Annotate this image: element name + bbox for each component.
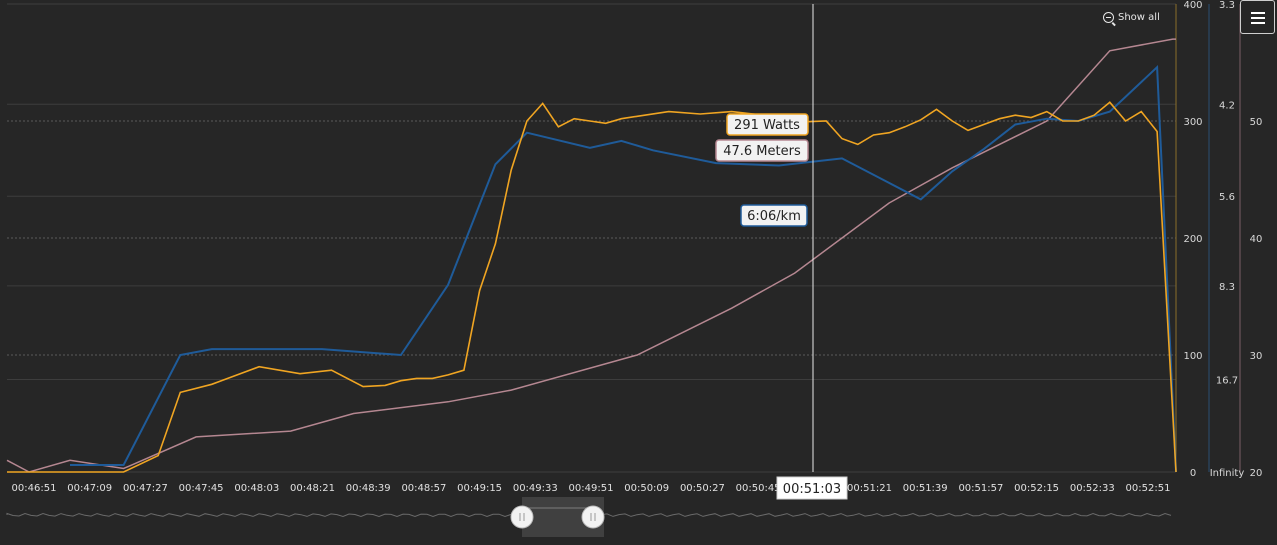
- zoom-out-icon: [1103, 11, 1114, 23]
- x-tick-label: 00:49:33: [513, 483, 558, 494]
- power-axis-ticks: 0 100 200 300 400: [1183, 0, 1202, 479]
- elevation-tick-label: 30: [1250, 351, 1263, 362]
- x-tick-label: 00:49:51: [569, 483, 614, 494]
- hamburger-menu-icon: [1251, 12, 1265, 14]
- elevation-tick-label: 40: [1250, 234, 1263, 245]
- navigator[interactable]: [6, 497, 1172, 537]
- elevation-tick-label: 20: [1250, 468, 1263, 479]
- x-tick-label: 00:48:39: [346, 483, 391, 494]
- x-tick-label: 00:51:39: [903, 483, 948, 494]
- power-tooltip-text: 291 Watts: [734, 118, 800, 133]
- elevation-tooltip: 47.6 Meters: [715, 139, 809, 162]
- power-tooltip: 291 Watts: [726, 113, 809, 136]
- elevation-tick-label: 50: [1250, 117, 1263, 128]
- show-all-button[interactable]: Show all: [1103, 8, 1160, 26]
- crosshair-time-text: 00:51:03: [783, 482, 841, 497]
- power-tick-label: 0: [1190, 468, 1196, 479]
- elevation-series-line: [6, 38, 1176, 473]
- pace-tooltip: 6:06/km: [740, 204, 808, 227]
- chart-gridlines: [7, 3, 1176, 473]
- pace-tick-label: 8.3: [1219, 282, 1235, 293]
- x-axis-ticks: 00:46:51 00:47:09 00:47:27 00:47:45 00:48:03…: [12, 483, 1171, 494]
- x-tick-label: 00:48:57: [401, 483, 446, 494]
- x-tick-label: 00:51:21: [847, 483, 892, 494]
- elevation-tooltip-text: 47.6 Meters: [723, 144, 801, 159]
- x-tick-label: 00:48:21: [290, 483, 335, 494]
- power-tick-label: 200: [1183, 234, 1202, 245]
- pace-tooltip-text: 6:06/km: [747, 209, 801, 224]
- chart-menu-button[interactable]: [1240, 0, 1275, 34]
- x-tick-label: 00:50:09: [624, 483, 669, 494]
- x-tick-label: 00:46:51: [12, 483, 57, 494]
- x-tick-label: 00:50:45: [736, 483, 781, 494]
- x-tick-label: 00:50:27: [680, 483, 725, 494]
- x-tick-label: 00:49:15: [457, 483, 502, 494]
- pace-tick-label: 3.3: [1219, 0, 1235, 11]
- x-tick-label: 00:47:09: [67, 483, 112, 494]
- power-series-line: [7, 101, 1177, 473]
- crosshair-time-label: 00:51:03: [776, 476, 848, 500]
- pace-tick-label: Infinity: [1210, 468, 1245, 479]
- right-axes: [1175, 4, 1241, 472]
- x-tick-label: 00:52:33: [1070, 483, 1115, 494]
- pace-series-line: [70, 64, 1177, 473]
- x-tick-label: 00:52:51: [1126, 483, 1171, 494]
- pace-tick-label: 5.6: [1219, 192, 1235, 203]
- pace-tick-label: 16.7: [1216, 376, 1238, 387]
- pace-tick-label: 4.2: [1219, 100, 1235, 111]
- pace-axis-ticks: 3.3 4.2 5.6 8.3 16.7 Infinity: [1210, 0, 1245, 479]
- x-tick-label: 00:52:15: [1014, 483, 1059, 494]
- x-tick-label: 00:47:27: [123, 483, 168, 494]
- show-all-label: Show all: [1118, 11, 1160, 23]
- elevation-axis-ticks: 20 30 40 50: [1250, 117, 1263, 479]
- power-tick-label: 100: [1183, 351, 1202, 362]
- x-tick-label: 00:48:03: [234, 483, 279, 494]
- x-tick-label: 00:51:57: [958, 483, 1003, 494]
- power-tick-label: 400: [1183, 0, 1202, 11]
- navigator-right-handle[interactable]: [581, 505, 605, 529]
- navigator-left-handle[interactable]: [510, 505, 534, 529]
- power-tick-label: 300: [1183, 117, 1202, 128]
- x-tick-label: 00:47:45: [179, 483, 224, 494]
